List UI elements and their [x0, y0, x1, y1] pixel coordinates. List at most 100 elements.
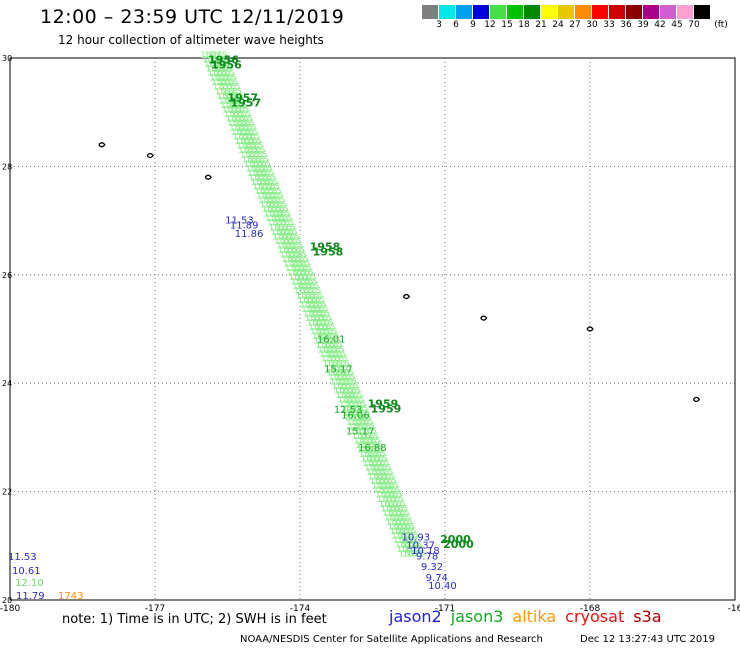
track-reading: 15: [257, 173, 268, 183]
latitude-label: 22: [2, 488, 12, 497]
track-reading: 15: [217, 74, 228, 84]
track-reading: 15: [236, 142, 247, 152]
track-reading: 15: [404, 522, 415, 532]
track-reading: 15: [233, 133, 244, 143]
track-reading: 15: [382, 509, 393, 519]
map-frame: [9, 57, 736, 601]
island-outline: [586, 326, 594, 332]
track-reading: 15: [373, 454, 384, 464]
track-reading: 15: [315, 309, 326, 319]
track-reading: 15: [249, 173, 260, 183]
track-reading: 15: [331, 341, 342, 351]
track-reading: 15: [259, 169, 270, 179]
track-reading: 15: [301, 305, 312, 315]
track-reading: 15: [313, 314, 324, 324]
track-reading: 15: [263, 169, 274, 179]
track-reading: 15: [232, 101, 243, 111]
track-reading: 15: [256, 151, 267, 161]
color-scale-tick: 12: [484, 20, 496, 30]
track-reading: 15: [211, 78, 222, 88]
track-reading: 15: [264, 182, 275, 192]
track-reading: 15: [389, 486, 400, 496]
track-reading: 15: [221, 83, 232, 93]
track-reading: 15: [380, 504, 391, 514]
track-reading: 15: [294, 246, 305, 256]
track-reading: 15: [247, 169, 258, 179]
track-reading: 15: [231, 128, 242, 138]
track-reading: 15: [250, 146, 261, 156]
swh-label: 9.32: [421, 562, 443, 573]
track-reading: 15: [316, 332, 327, 342]
track-reading: 15: [241, 124, 252, 134]
track-reading: 15: [297, 264, 308, 274]
track-reading: 15: [206, 56, 217, 66]
track-reading: 15: [295, 269, 306, 279]
track-reading: 15: [358, 409, 369, 419]
track-reading: 15: [212, 60, 223, 70]
color-swatch: [694, 5, 711, 19]
track-reading: 15: [299, 269, 310, 279]
track-reading: 15: [398, 509, 409, 519]
track-reading: 15: [411, 541, 422, 551]
track-reading: 15: [356, 414, 367, 424]
track-reading: 15: [265, 173, 276, 183]
track-reading: 15: [235, 128, 246, 138]
track-reading: 15: [245, 124, 256, 134]
track-reading: 15: [390, 509, 401, 519]
track-reading: 15: [315, 341, 326, 351]
track-reading: 15: [343, 400, 354, 410]
track-reading: 15: [266, 196, 277, 206]
track-reading: 15: [362, 418, 373, 428]
track-reading: 15: [222, 96, 233, 106]
track-reading: 15: [282, 246, 293, 256]
track-reading: 15: [398, 550, 409, 560]
track-reading: 15: [392, 513, 403, 523]
track-reading: 15: [260, 201, 271, 211]
track-reading: 15: [374, 477, 385, 487]
color-scale-tick: 45: [671, 20, 683, 30]
track-reading: 15: [243, 160, 254, 170]
track-reading: 15: [387, 491, 398, 501]
track-reading: 15: [391, 491, 402, 501]
track-reading: 15: [228, 92, 239, 102]
track-reading: 15: [220, 101, 231, 111]
track-reading: 15: [261, 205, 272, 215]
longitude-label: -171: [435, 604, 455, 614]
track-reading: 15: [376, 473, 387, 483]
track-reading: 15: [214, 65, 225, 75]
track-reading: 15: [367, 450, 378, 460]
track-reading: 15: [399, 541, 410, 551]
track-reading: 15: [355, 432, 366, 442]
track-reading: 15: [277, 214, 288, 224]
track-reading: 15: [306, 287, 317, 297]
track-reading: 15: [237, 114, 248, 124]
track-reading: 15: [251, 169, 262, 179]
track-reading: 15: [360, 423, 371, 433]
color-scale-tick: 36: [620, 20, 632, 30]
track-reading: 15: [241, 114, 252, 124]
islands: [98, 142, 701, 403]
track-reading: 15: [302, 287, 313, 297]
track-reading: 15: [290, 278, 301, 288]
track-reading: 15: [217, 83, 228, 93]
track-reading: 15: [344, 373, 355, 383]
track-reading: 15: [399, 532, 410, 542]
track-reading: 15: [208, 60, 219, 70]
track-reading: 15: [218, 96, 229, 106]
swh-label: 10.40: [428, 581, 457, 592]
track-reading: 15: [401, 527, 412, 537]
track-reading: 15: [204, 51, 215, 61]
track-reading: 15: [388, 522, 399, 532]
track-reading: 15: [350, 427, 361, 437]
track-reading: 15: [330, 337, 341, 347]
track-reading: 15: [273, 214, 284, 224]
time-label: 1958: [313, 245, 344, 258]
color-swatch: [660, 5, 677, 19]
track-reading: 15: [348, 382, 359, 392]
track-reading: 15: [293, 264, 304, 274]
track-reading: 15: [267, 210, 278, 220]
track-reading: 15: [271, 219, 282, 229]
track-reading: 15: [258, 196, 269, 206]
track-reading: 15: [274, 196, 285, 206]
